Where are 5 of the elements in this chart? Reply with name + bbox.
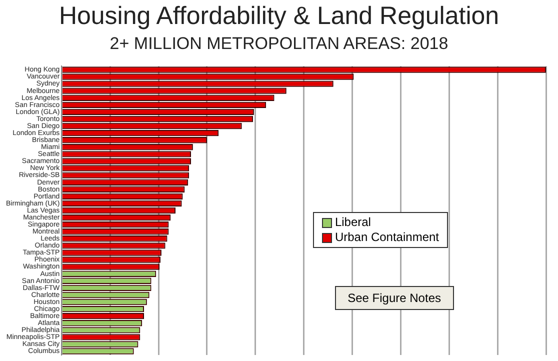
annotation: See Figure Notes <box>334 286 454 310</box>
legend-label: Liberal <box>334 215 371 230</box>
chart-subtitle: 2+ MILLION METROPOLITAN AREAS: 2018 <box>108 34 450 54</box>
legend-label: Urban Containment <box>334 230 439 245</box>
chart-title: Housing Affordability & Land Regulation <box>58 2 500 31</box>
